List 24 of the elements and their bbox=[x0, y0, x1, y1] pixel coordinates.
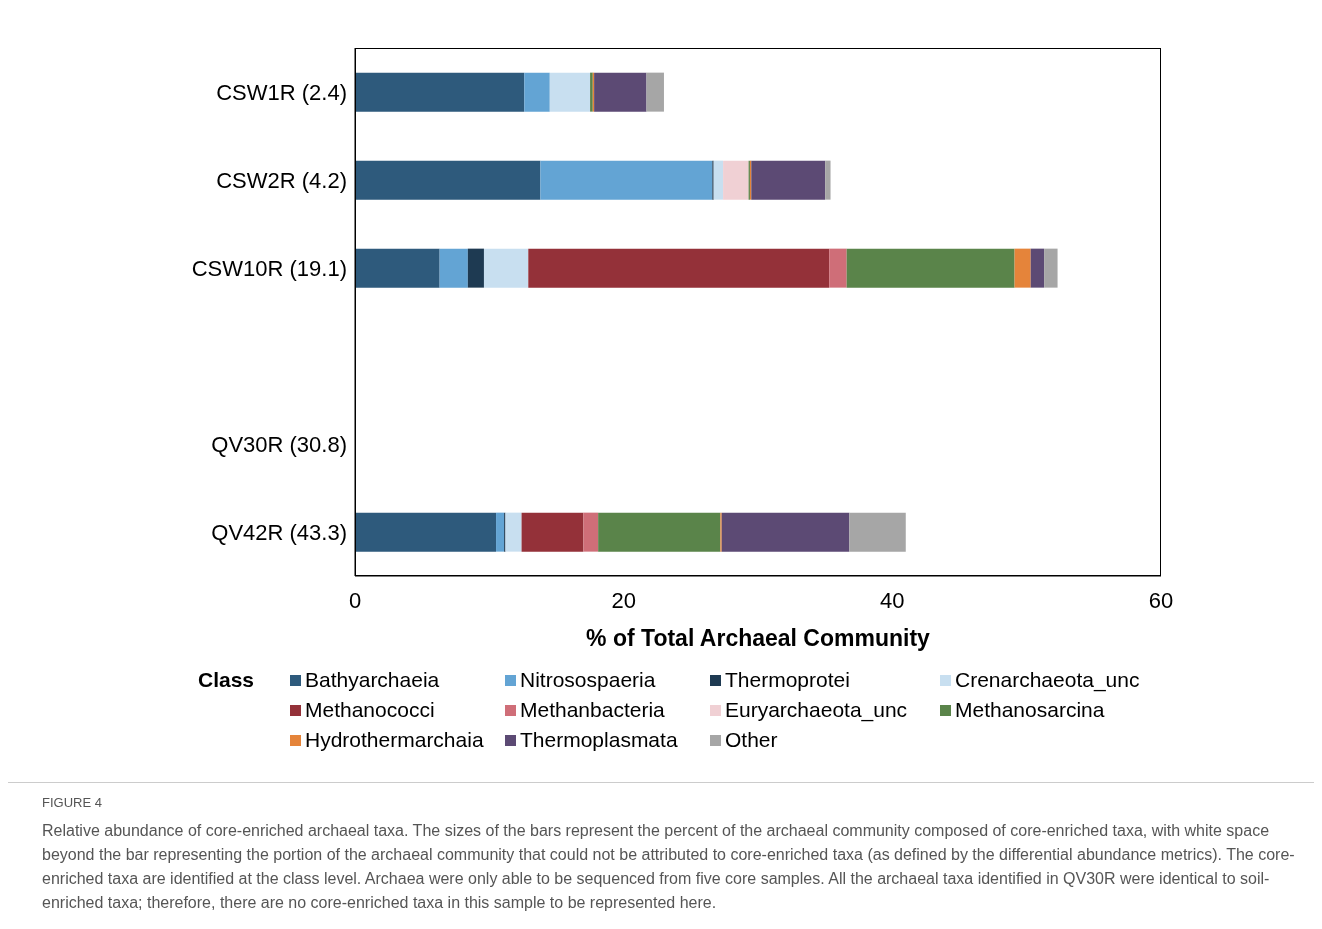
text: Relative abundance of core-enriched archaeal taxa. The sizes of the bars represent the percent of the archaeal community composed of core-enriched taxa, with white space beyond the bar representing the portion of the archaeal community that could not be attributed to core-enriched taxa (as defined by the differential abundance metrics). The core-enriched taxa are identified at the class level. Archaea were only able to be sequenced from five core samples. All the archaeal taxa identified in QV30R were identical to soil-enriched taxa; therefore, there are no core-enriched taxa in this sample to be represented here. bbox=[42, 821, 1296, 913]
y-tick-label: CSW2R (4.2) bbox=[216, 167, 347, 193]
legend-title: Class bbox=[198, 668, 256, 693]
legend-label: Methanbacteria bbox=[520, 698, 665, 722]
y-tick-label: CSW1R (2.4) bbox=[216, 79, 347, 105]
y-tick-label: QV30R (30.8) bbox=[211, 431, 347, 457]
legend-label: Methanosarcina bbox=[955, 698, 1105, 722]
legend-label: Crenarchaeota_unc bbox=[955, 668, 1140, 692]
legend-label: Thermoprotei bbox=[725, 668, 850, 692]
y-tick-label: CSW10R (19.1) bbox=[191, 255, 347, 281]
x-tick-label: 20 bbox=[611, 587, 636, 613]
x-tick-label: 60 bbox=[1148, 587, 1174, 613]
x-tick-label: 0 bbox=[348, 587, 362, 613]
legend-label: Euryarchaeota_unc bbox=[725, 698, 908, 722]
legend-label: Hydrothermarchaia bbox=[305, 728, 484, 752]
legend-label: Thermoplasmata bbox=[520, 728, 678, 752]
legend-label: Methanococci bbox=[305, 698, 435, 722]
x-tick-label: 40 bbox=[880, 587, 905, 613]
legend-label: Nitrosospaeria bbox=[520, 668, 656, 692]
caption: FIGURE 4 bbox=[42, 794, 103, 812]
legend-label: Bathyarchaeia bbox=[305, 668, 440, 692]
x-axis-title: % of Total Archaeal Community bbox=[586, 625, 931, 651]
legend-label: Other bbox=[725, 728, 778, 752]
y-tick-label: QV42R (43.3) bbox=[211, 519, 347, 545]
